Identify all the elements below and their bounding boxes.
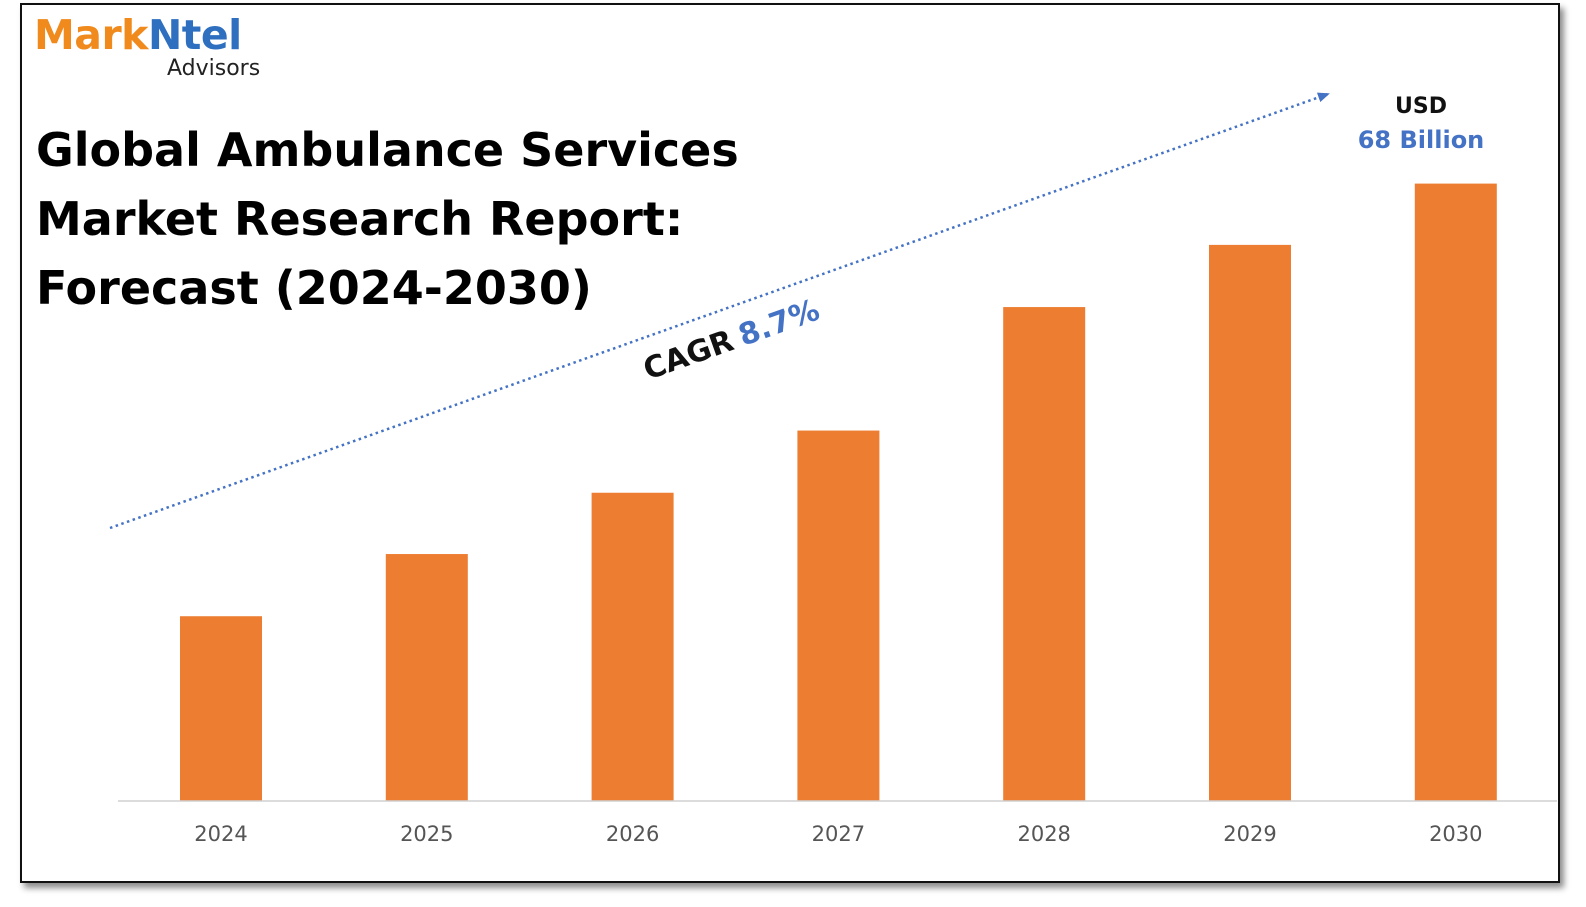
x-tick-label-2025: 2025: [400, 822, 453, 846]
logo-subtitle: Advisors: [167, 56, 261, 81]
logo-wordmark: MarkNtel: [34, 12, 242, 58]
cagr-value: 8.7%: [734, 293, 824, 354]
x-tick-label-2026: 2026: [606, 822, 659, 846]
marknetel-logo: MarkNtel Advisors: [34, 12, 260, 81]
bar-2029: [1209, 244, 1291, 801]
x-tick-label-2029: 2029: [1223, 822, 1276, 846]
x-tick-labels: 2024 2025 2026 2027 2028 2029 2030: [194, 822, 1482, 846]
bar-2025: [385, 554, 468, 801]
bar-2028: [1003, 307, 1086, 801]
end-value-currency: USD: [1395, 94, 1447, 119]
x-tick-label-2030: 2030: [1429, 822, 1482, 846]
x-tick-label-2027: 2027: [812, 822, 865, 846]
bar-2027: [797, 430, 880, 801]
x-tick-label-2024: 2024: [194, 822, 247, 846]
x-tick-label-2028: 2028: [1017, 822, 1070, 846]
bar-2024: [180, 616, 262, 801]
cagr-trend-arrow: [109, 92, 1330, 530]
cagr-annotation: CAGR8.7%: [639, 293, 824, 388]
bar-2026: [591, 492, 674, 801]
logo-word-ntel: Ntel: [147, 11, 242, 59]
end-value-amount: 68 Billion: [1358, 126, 1485, 154]
bar-2030: [1414, 183, 1497, 801]
bars-group: [180, 183, 1497, 801]
chart-title: Global Ambulance Services Market Researc…: [36, 123, 739, 315]
logo-word-mark: Mark: [34, 11, 148, 59]
chart-frame: [20, 3, 1560, 883]
